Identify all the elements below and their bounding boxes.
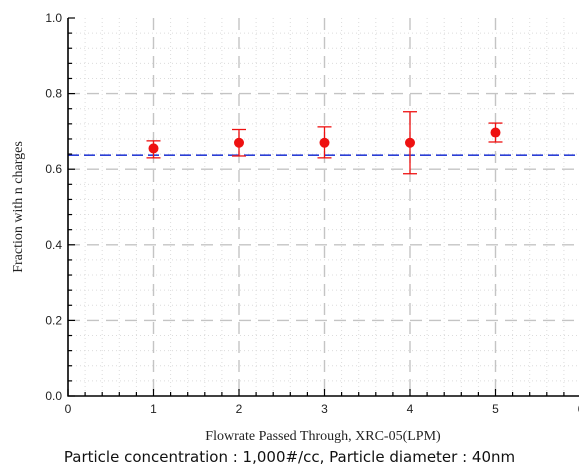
- y-tick-labels: 0.0 0.2 0.4 0.6 0.8 1.0: [45, 11, 62, 403]
- data-point: [490, 127, 501, 138]
- data-points: [148, 127, 501, 154]
- x-tick-labels: 0 1 2 3 4 5 6: [65, 402, 579, 416]
- x-tick-label: 6: [578, 402, 579, 416]
- plot-background: [68, 18, 579, 396]
- ticks: [67, 17, 565, 397]
- y-tick-label: 0.4: [45, 238, 62, 252]
- y-tick-label: 1.0: [45, 11, 62, 25]
- data-point: [405, 137, 415, 148]
- x-tick-label: 1: [150, 402, 157, 416]
- x-tick-label: 3: [321, 402, 328, 416]
- axes: [67, 18, 579, 397]
- y-axis-label: Fraction with n charges: [11, 141, 26, 273]
- data-point: [234, 137, 244, 148]
- x-tick-label: 4: [407, 402, 414, 416]
- data-point: [148, 143, 159, 154]
- figure-caption: Particle concentration : 1,000#/cc, Part…: [63, 448, 516, 466]
- y-tick-label: 0.2: [45, 313, 62, 327]
- y-tick-label: 0.0: [45, 389, 62, 403]
- y-tick-label: 0.6: [45, 162, 62, 176]
- x-tick-label: 2: [236, 402, 243, 416]
- x-axis-label: Flowrate Passed Through, XRC-05(LPM): [205, 429, 441, 444]
- x-tick-label: 0: [65, 402, 72, 416]
- chart: 0 1 2 3 4 5 6 0.0 0.2 0.4 0.6 0.8 1.0 Flowrate Pass…: [11, 11, 579, 444]
- x-tick-label: 5: [492, 402, 499, 416]
- y-tick-label: 0.8: [45, 87, 62, 101]
- data-point: [319, 137, 330, 148]
- major-gridlines: [68, 18, 579, 396]
